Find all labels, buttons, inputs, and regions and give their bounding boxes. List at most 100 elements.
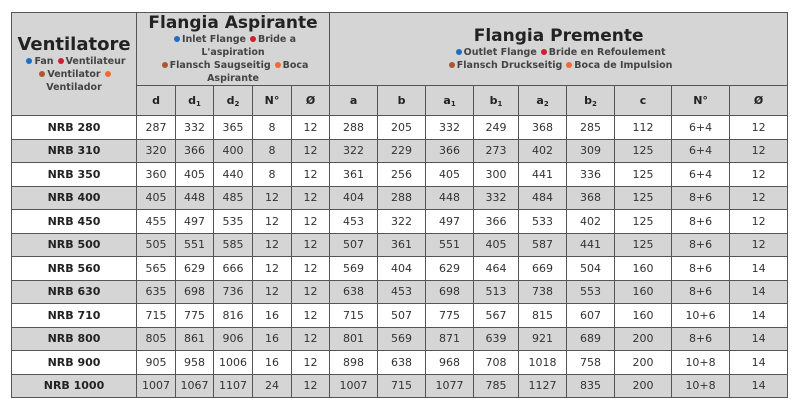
value-cell: 1127: [518, 373, 568, 398]
value-cell: 12: [290, 373, 331, 398]
bullet-dot-icon: [161, 62, 168, 68]
value-cell: 322: [377, 209, 427, 234]
legend-label: Flansch Druckseitig: [456, 60, 563, 71]
legend-label: Bride a L'aspiration: [201, 34, 297, 58]
value-cell: 287: [136, 115, 176, 140]
table-row: NRB 800 805 861 906 16 12 801 569 871 639 921 689 20…: [11, 326, 789, 351]
value-cell: 898: [329, 350, 379, 375]
value-cell: 112: [614, 115, 673, 140]
value-cell: 775: [425, 303, 475, 328]
value-cell: 10+6: [671, 303, 731, 328]
value-cell: 785: [473, 373, 520, 398]
column-header-label: a: [443, 93, 451, 107]
model-cell: NRB 800: [11, 326, 137, 351]
table-row: NRB 450 455 497 535 12 12 453 322 497 366 533 402 12…: [11, 209, 789, 234]
column-header-label: b: [584, 93, 593, 107]
bullet-dot-icon: [104, 70, 111, 77]
bullet-dot-icon: [249, 36, 256, 42]
value-cell: 366: [425, 138, 475, 163]
value-cell: 12: [290, 232, 331, 257]
column-header-subscript: 1: [497, 99, 503, 108]
value-cell: 861: [175, 326, 214, 351]
value-cell: 125: [614, 185, 673, 210]
value-cell: 160: [614, 279, 673, 304]
table-row: NRB 350 360 405 440 8 12 361 256 405 300 441 336 125…: [11, 162, 789, 187]
value-cell: 551: [175, 232, 214, 257]
value-cell: 715: [136, 303, 176, 328]
value-cell: 12: [252, 209, 292, 234]
value-cell: 6+4: [671, 138, 731, 163]
value-cell: 8: [252, 138, 292, 163]
value-cell: 708: [473, 350, 520, 375]
model-cell: NRB 310: [11, 138, 137, 163]
value-cell: 440: [213, 162, 253, 187]
value-cell: 464: [473, 256, 520, 281]
value-cell: 485: [213, 185, 253, 210]
value-cell: 12: [290, 115, 331, 140]
value-cell: 1067: [175, 373, 214, 398]
column-header-label: Ø: [305, 94, 316, 107]
column-header-label: d: [226, 93, 235, 107]
value-cell: 404: [329, 185, 379, 210]
value-cell: 332: [175, 115, 214, 140]
column-header: N°: [671, 85, 731, 116]
column-header-subscript: 2: [543, 99, 549, 108]
value-cell: 8: [252, 162, 292, 187]
value-cell: 1007: [136, 373, 176, 398]
column-header-subscript: 1: [450, 99, 456, 108]
value-cell: 10+8: [671, 350, 731, 375]
value-cell: 585: [213, 232, 253, 257]
value-cell: 12: [290, 279, 331, 304]
header-ventilatore: Ventilatore Fan Ventilateur VentilatorVen…: [11, 12, 137, 116]
value-cell: 361: [329, 162, 379, 187]
column-header: d2: [213, 85, 253, 116]
value-cell: 607: [566, 303, 616, 328]
value-cell: 8+6: [671, 279, 731, 304]
table-row: NRB 310 320 366 400 8 12 322 229 366 273 402 309 125…: [11, 138, 789, 163]
value-cell: 507: [329, 232, 379, 257]
legend-label: Fan: [34, 55, 54, 67]
legend-label: Flansch Saugseitig: [169, 60, 271, 71]
column-header: N°: [252, 85, 292, 116]
value-cell: 368: [566, 185, 616, 210]
value-cell: 1018: [518, 350, 568, 375]
legend-label: Ventilador: [46, 81, 102, 93]
value-cell: 8+6: [671, 256, 731, 281]
model-cell: NRB 500: [11, 232, 137, 257]
value-cell: 125: [614, 138, 673, 163]
table-row: NRB 560 565 629 666 12 12 569 404 629 464 669 504 16…: [11, 256, 789, 281]
value-cell: 1107: [213, 373, 253, 398]
value-cell: 504: [566, 256, 616, 281]
value-cell: 638: [329, 279, 379, 304]
value-cell: 8+6: [671, 326, 731, 351]
column-header-label: d: [152, 94, 160, 107]
value-cell: 402: [566, 209, 616, 234]
value-cell: 368: [518, 115, 568, 140]
table-row: NRB 400 405 448 485 12 12 404 288 448 332 484 368 12…: [11, 185, 789, 210]
value-cell: 801: [329, 326, 379, 351]
value-cell: 12: [729, 185, 789, 210]
column-header: d: [136, 85, 176, 116]
legend-label: Boca de Impulsion: [574, 60, 673, 71]
value-cell: 125: [614, 162, 673, 187]
value-cell: 14: [729, 303, 789, 328]
value-cell: 698: [425, 279, 475, 304]
value-cell: 14: [729, 373, 789, 398]
value-cell: 958: [175, 350, 214, 375]
table-row: NRB 630 635 698 736 12 12 638 453 698 513 738 553 16…: [11, 279, 789, 304]
table-row: NRB 710 715 775 816 16 12 715 507 775 567 815 607 16…: [11, 303, 789, 328]
value-cell: 639: [473, 326, 520, 351]
value-cell: 448: [425, 185, 475, 210]
value-cell: 8+6: [671, 185, 731, 210]
bullet-dot-icon: [455, 49, 462, 55]
bullet-dot-icon: [448, 62, 455, 68]
legend-label: Outlet Flange: [463, 47, 537, 58]
bullet-dot-icon: [39, 70, 46, 77]
value-cell: 14: [729, 350, 789, 375]
value-cell: 12: [290, 350, 331, 375]
value-cell: 666: [213, 256, 253, 281]
value-cell: 8+6: [671, 232, 731, 257]
value-cell: 405: [136, 185, 176, 210]
value-cell: 553: [566, 279, 616, 304]
header-flangia-aspirante: Flangia Aspirante Inlet Flange Bride a L'…: [135, 12, 331, 86]
